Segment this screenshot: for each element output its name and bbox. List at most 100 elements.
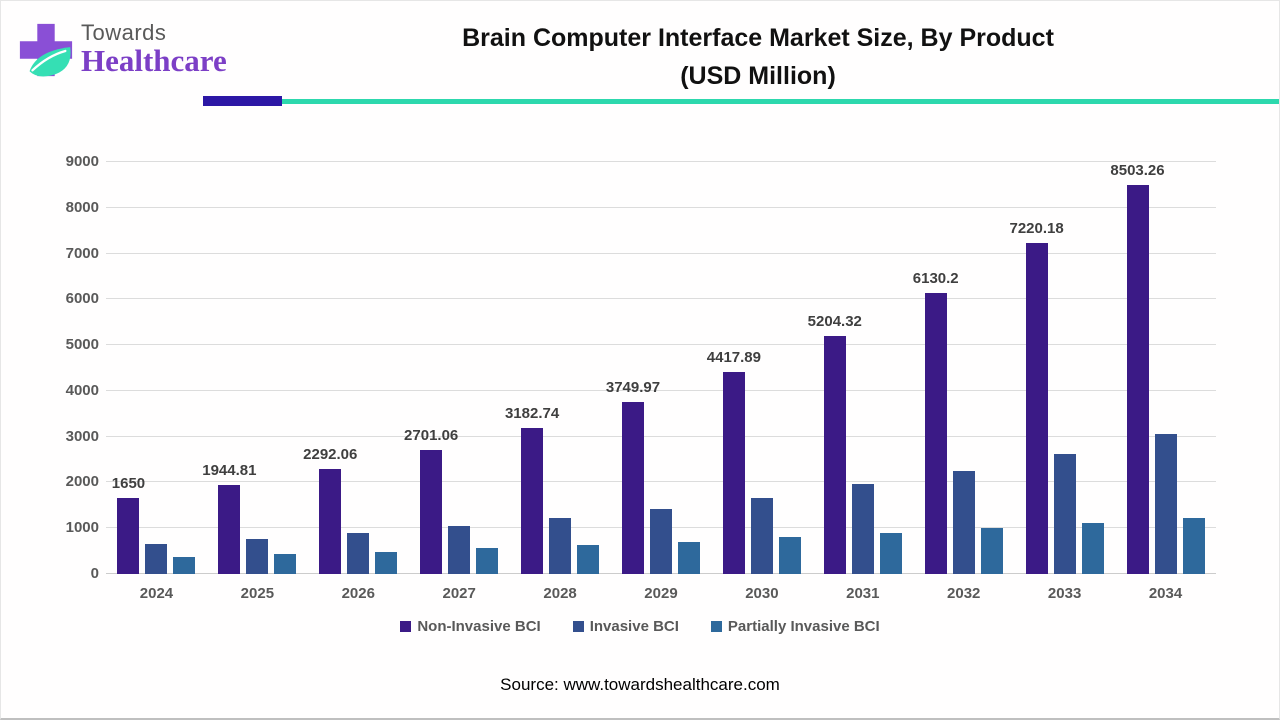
legend-label: Partially Invasive BCI <box>727 618 880 635</box>
bar-value-label: 2292.06 <box>303 446 358 464</box>
bar-invasive-bci-2027 <box>448 525 471 574</box>
logo-leaf-icon <box>29 47 71 77</box>
y-axis-tick-label: 2000 <box>65 473 99 491</box>
x-axis-label: 2033 <box>1047 585 1082 602</box>
bar-non-invasive-bci-2029 <box>621 402 644 574</box>
bar-invasive-bci-2028 <box>549 518 572 574</box>
y-axis-tick-label: 8000 <box>65 198 99 216</box>
bar-value-label: 1650 <box>111 475 146 493</box>
bar-partially-invasive-bci-2024 <box>173 556 196 574</box>
gridline <box>106 206 1216 208</box>
bar-non-invasive-bci-2026 <box>319 469 342 574</box>
bar-group: 8503.26 2034 <box>1110 162 1205 602</box>
bar-partially-invasive-bci-2030 <box>778 537 801 574</box>
y-axis-tick-label: 4000 <box>65 381 99 399</box>
bar-invasive-bci-2025 <box>246 538 269 574</box>
title-line-1: Brain Computer Interface Market Size, By… <box>462 24 1054 52</box>
gridline <box>106 161 1216 162</box>
legend: Non-Invasive BCI Invasive BCI Partially In… <box>1 618 1279 635</box>
divider-purple <box>203 96 282 106</box>
bar-invasive-bci-2034 <box>1154 433 1177 574</box>
bar-non-invasive-bci-2032 <box>924 293 947 574</box>
legend-label: Invasive BCI <box>589 618 679 635</box>
x-axis-label: 2024 <box>139 585 174 602</box>
bar-value-label: 5204.32 <box>807 312 862 330</box>
bar-partially-invasive-bci-2025 <box>274 554 297 574</box>
bar-value-label: 3182.74 <box>504 405 560 423</box>
bar-groups: 1650 2024 1944.81 2025 2292.06 2026 2701.06 202… <box>106 162 1216 602</box>
logo: Towards Healthcare <box>17 21 227 79</box>
brand-healthcare: Healthcare <box>81 43 227 78</box>
bar-group: 3749.97 2029 <box>606 162 700 602</box>
bar-partially-invasive-bci-2031 <box>879 532 902 574</box>
cross-shape <box>19 23 73 77</box>
bar-partially-invasive-bci-2034 <box>1182 517 1205 574</box>
bar-partially-invasive-bci-2032 <box>980 527 1003 574</box>
bar-invasive-bci-2033 <box>1053 453 1076 574</box>
bar-partially-invasive-bci-2026 <box>375 552 398 574</box>
y-axis-tick-label: 5000 <box>65 336 99 354</box>
logo-cross-icon <box>19 23 73 77</box>
bar-non-invasive-bci-2033 <box>1025 243 1048 574</box>
title-line-2: (USD Million) <box>680 62 836 90</box>
bar-partially-invasive-bci-2029 <box>677 541 700 574</box>
bar-non-invasive-bci-2034 <box>1126 184 1149 574</box>
bar-non-invasive-bci-2031 <box>823 335 846 574</box>
x-axis-label: 2026 <box>341 585 375 602</box>
y-axis-tick-label: 0 <box>90 565 99 582</box>
bar-group: 2701.06 2027 <box>404 162 499 602</box>
legend-swatch <box>400 621 412 632</box>
bar-invasive-bci-2024 <box>145 544 168 574</box>
bar-partially-invasive-bci-2028 <box>577 544 600 574</box>
gridline <box>106 344 1216 346</box>
legend-item: Partially Invasive BCI <box>710 618 880 635</box>
x-axis-label: 2027 <box>442 585 476 602</box>
brand-towards: Towards <box>81 20 167 45</box>
y-axis-tick-label: 6000 <box>65 290 99 308</box>
bar-group: 1944.81 2025 <box>202 162 297 602</box>
bar-partially-invasive-bci-2033 <box>1081 523 1104 574</box>
gridline <box>106 389 1216 391</box>
bar-group: 6130.2 2032 <box>913 162 1003 602</box>
y-axis-tick-label: 7000 <box>65 244 99 262</box>
bar-non-invasive-bci-2028 <box>521 428 544 574</box>
x-axis-label: 2028 <box>543 585 577 602</box>
divider-teal <box>282 99 1279 104</box>
plot-area: 1650 2024 1944.81 2025 2292.06 2026 2701.06 202… <box>106 161 1216 602</box>
y-axis-tick-label: 3000 <box>65 427 99 445</box>
bar-value-label: 6130.2 <box>912 270 959 288</box>
bar-invasive-bci-2032 <box>952 471 975 574</box>
bar-value-label: 8503.26 <box>1110 161 1165 179</box>
y-axis-tick-label: 9000 <box>65 153 99 170</box>
bar-non-invasive-bci-2030 <box>722 371 745 574</box>
gridline <box>106 298 1216 300</box>
bar-invasive-bci-2029 <box>649 509 672 574</box>
bar-value-label: 3749.97 <box>605 379 661 397</box>
bar-invasive-bci-2031 <box>851 484 874 574</box>
legend-swatch <box>572 621 584 632</box>
page-title: Brain Computer Interface Market Size, By… <box>462 19 1054 95</box>
source-text: Source: www.towardshealthcare.com <box>500 675 780 694</box>
x-axis-label: 2031 <box>846 585 880 602</box>
bar-non-invasive-bci-2025 <box>218 484 241 574</box>
y-axis-tick-label: 1000 <box>65 519 99 537</box>
x-axis-label: 2034 <box>1148 585 1183 602</box>
legend-item: Non-Invasive BCI <box>400 618 541 635</box>
bar-invasive-bci-2030 <box>750 497 773 574</box>
legend-item: Invasive BCI <box>572 618 679 635</box>
bar-partially-invasive-bci-2027 <box>476 547 499 574</box>
bar-non-invasive-bci-2027 <box>420 450 443 574</box>
bar-value-label: 7220.18 <box>1009 220 1064 238</box>
bar-group: 2292.06 2026 <box>303 162 398 602</box>
gridline <box>106 252 1216 254</box>
x-axis-label: 2030 <box>745 585 779 602</box>
bar-group: 1650 2024 <box>112 162 196 602</box>
legend-label: Non-Invasive BCI <box>417 618 541 635</box>
gridline <box>106 481 1216 483</box>
legend-swatch <box>710 621 722 632</box>
bar-value-label: 2701.06 <box>404 427 459 445</box>
bar-group: 5204.32 2031 <box>808 162 902 602</box>
bar-value-label: 4417.89 <box>706 348 762 366</box>
bar-group: 3182.74 2028 <box>505 162 600 602</box>
